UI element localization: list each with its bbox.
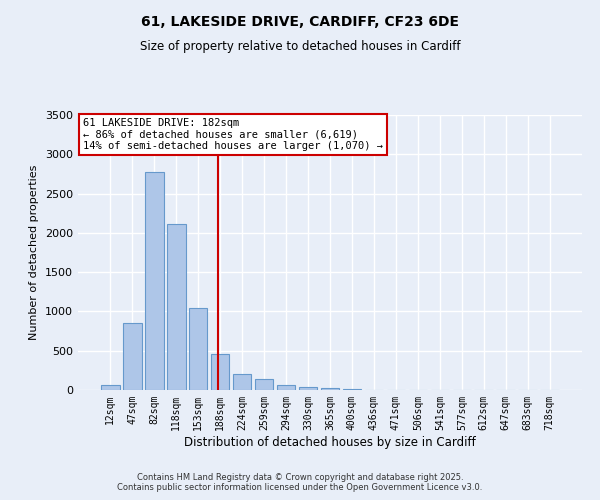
Bar (101, 385, 119, 390)
Bar (320, 388, 340, 390)
Bar (189, 308, 208, 390)
X-axis label: Distribution of detached houses by size in Cardiff: Distribution of detached houses by size … (184, 436, 476, 448)
Bar (277, 385, 295, 390)
Text: 61, LAKESIDE DRIVE, CARDIFF, CF23 6DE: 61, LAKESIDE DRIVE, CARDIFF, CF23 6DE (141, 15, 459, 29)
Bar (167, 224, 185, 390)
Text: Size of property relative to detached houses in Cardiff: Size of property relative to detached ho… (140, 40, 460, 53)
Bar (123, 323, 142, 390)
Text: 61 LAKESIDE DRIVE: 182sqm
← 86% of detached houses are smaller (6,619)
14% of se: 61 LAKESIDE DRIVE: 182sqm ← 86% of detac… (83, 118, 383, 151)
Bar (233, 374, 251, 390)
Bar (299, 387, 317, 390)
Y-axis label: Number of detached properties: Number of detached properties (29, 165, 40, 340)
Text: Contains HM Land Registry data © Crown copyright and database right 2025.
Contai: Contains HM Land Registry data © Crown c… (118, 473, 482, 492)
Bar (255, 378, 274, 390)
Bar (343, 389, 361, 390)
Bar (145, 172, 164, 390)
Bar (211, 354, 229, 390)
